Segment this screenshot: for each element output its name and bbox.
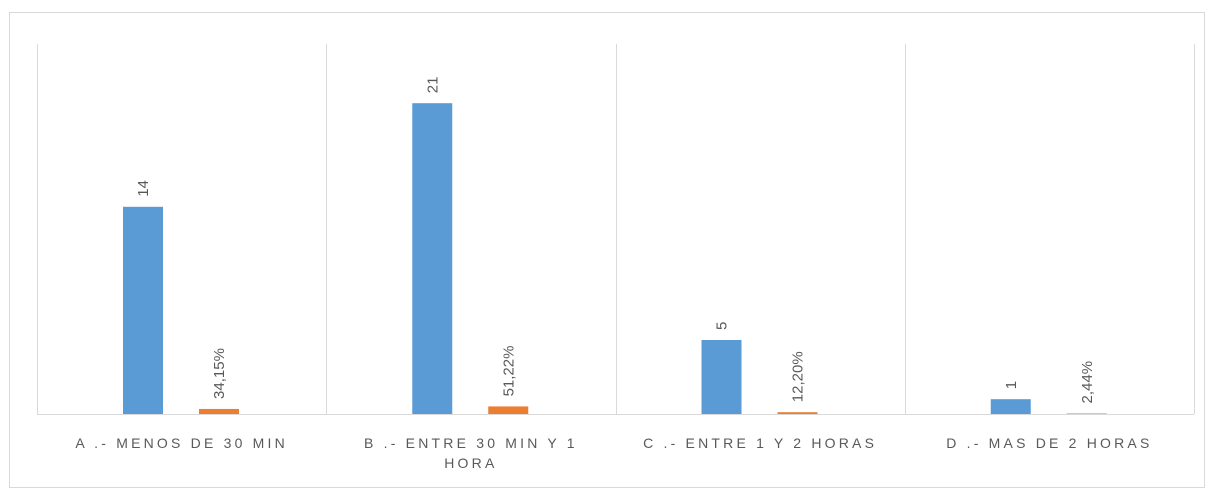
category-label: C .- ENTRE 1 Y 2 HORAS bbox=[643, 435, 877, 451]
bar-count bbox=[990, 399, 1031, 414]
data-label-count: 5 bbox=[714, 322, 731, 330]
bar-count bbox=[701, 340, 742, 414]
bar-count bbox=[123, 206, 163, 414]
bar-percent bbox=[199, 408, 239, 414]
category-label: D .- MAS DE 2 HORAS bbox=[946, 435, 1152, 451]
data-label-percent: 2,44% bbox=[1079, 361, 1096, 404]
data-label-count: 21 bbox=[424, 77, 441, 94]
data-label-percent: 34,15% bbox=[211, 348, 228, 399]
category-label: HORA bbox=[444, 455, 497, 471]
bar-count bbox=[412, 103, 453, 414]
data-label-count: 1 bbox=[1003, 381, 1020, 389]
data-label-percent: 51,22% bbox=[500, 346, 517, 397]
data-label-percent: 12,20% bbox=[790, 351, 807, 402]
bar-percent bbox=[488, 406, 529, 414]
category-label: A .- MENOS DE 30 MIN bbox=[75, 435, 288, 451]
category-label: B .- ENTRE 30 MIN Y 1 bbox=[364, 435, 578, 451]
bar-percent bbox=[777, 412, 818, 414]
bar-percent bbox=[1066, 413, 1107, 414]
data-label-count: 14 bbox=[135, 180, 152, 197]
